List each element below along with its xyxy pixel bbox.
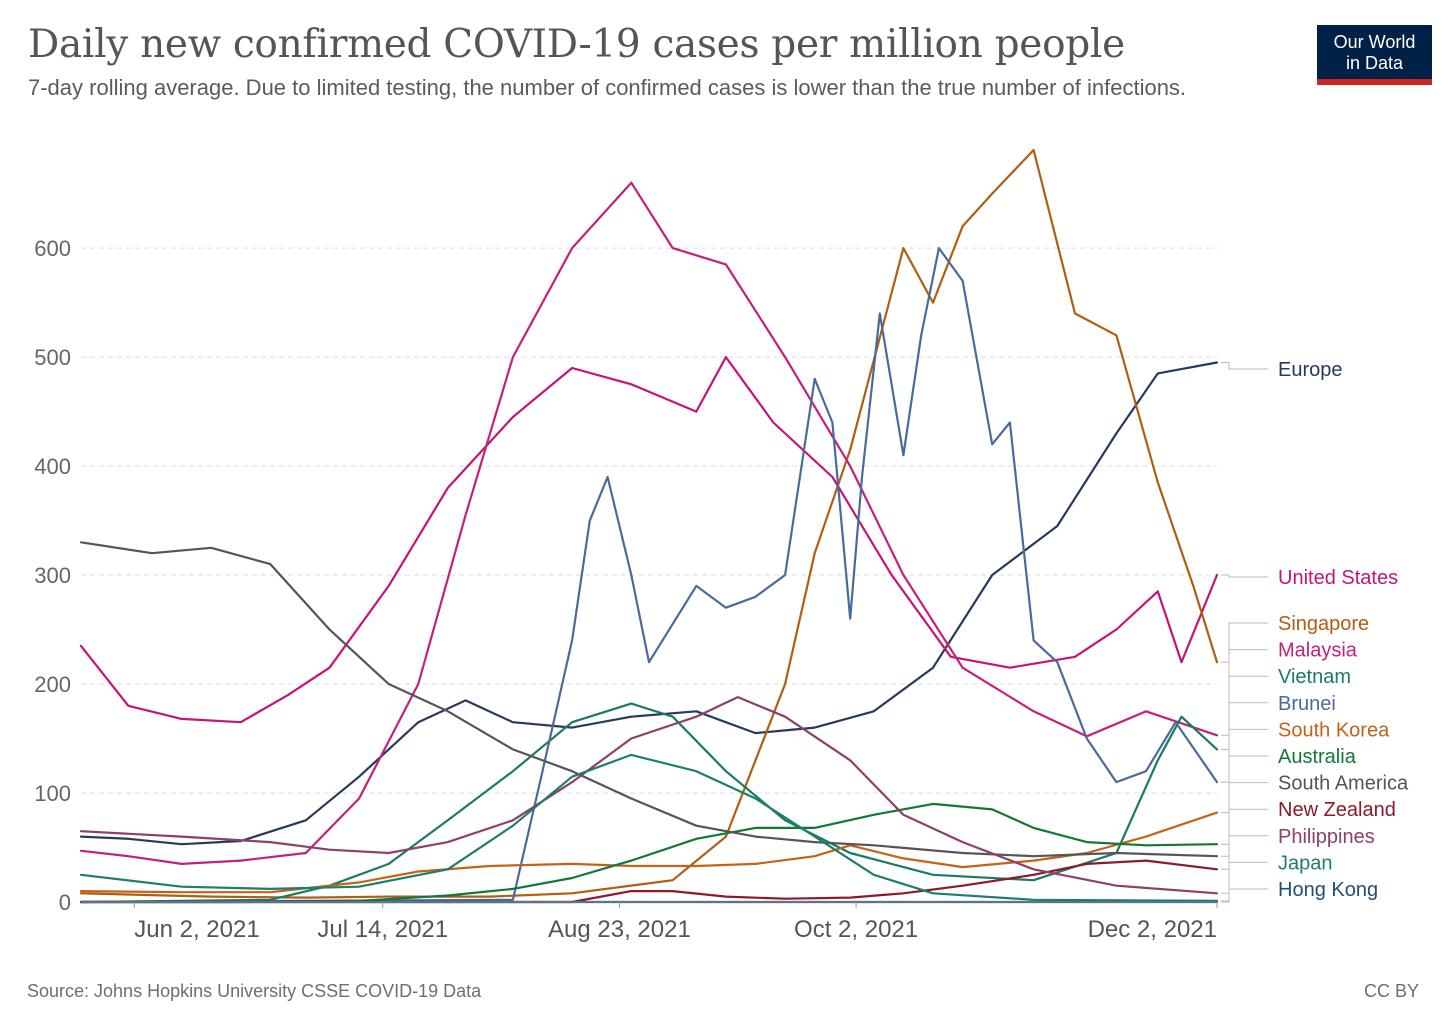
label-connector — [1221, 622, 1268, 663]
series-line-brunei[interactable] — [79, 247, 1219, 904]
label-connector — [1221, 755, 1268, 845]
label-connector — [1221, 362, 1268, 370]
chart-subtitle: 7-day rolling average. Due to limited te… — [28, 75, 1187, 100]
y-tick-label: 300 — [34, 563, 71, 588]
series-line-philippines[interactable] — [79, 695, 1219, 895]
series-line-japan[interactable] — [79, 753, 1219, 903]
label-connector — [1221, 782, 1268, 857]
series-line-europe[interactable] — [79, 361, 1219, 846]
label-connector — [1221, 702, 1268, 783]
series-lines — [79, 148, 1219, 904]
label-connector — [1221, 574, 1268, 578]
series-label-australia[interactable]: Australia — [1278, 746, 1357, 768]
series-label-vietnam[interactable]: Vietnam — [1278, 666, 1351, 688]
series-label-singapore[interactable]: Singapore — [1278, 613, 1369, 635]
x-tick-label: Dec 2, 2021 — [1088, 916, 1217, 943]
y-tick-label: 0 — [59, 890, 71, 915]
x-tick-label: Jul 14, 2021 — [317, 916, 448, 943]
series-line-south-korea[interactable] — [79, 811, 1219, 894]
owid-logo[interactable]: Our World in Data — [1317, 25, 1432, 85]
axes: 0 100 200 300 400 500 600 Jun 2, 2021 Jul 14, 20… — [34, 236, 1218, 943]
y-tick-label: 600 — [34, 236, 71, 261]
grid-lines — [81, 247, 1217, 794]
label-connector — [1221, 861, 1268, 902]
series-label-south-america[interactable]: South America — [1278, 773, 1409, 795]
label-connector — [1221, 675, 1268, 750]
source-note[interactable]: Source: Johns Hopkins University CSSE CO… — [27, 981, 482, 1001]
series-labels: Europe United States Singapore Malaysia Viet… — [1221, 359, 1409, 903]
series-label-europe[interactable]: Europe — [1278, 359, 1343, 381]
x-tick-label: Oct 2, 2021 — [794, 916, 918, 943]
series-line-australia[interactable] — [79, 802, 1219, 904]
logo-line-2: in Data — [1345, 53, 1404, 73]
y-tick-label: 500 — [34, 345, 71, 370]
series-line-united-states[interactable] — [79, 356, 1219, 724]
y-tick-label: 400 — [34, 454, 71, 479]
series-label-hong-kong[interactable]: Hong Kong — [1278, 879, 1378, 901]
series-label-united-states[interactable]: United States — [1278, 567, 1398, 589]
y-tick-label: 200 — [34, 672, 71, 697]
x-tick-label: Aug 23, 2021 — [548, 916, 691, 943]
x-tick-label: Jun 2, 2021 — [134, 916, 259, 943]
series-line-singapore[interactable] — [79, 148, 1219, 899]
series-line-malaysia[interactable] — [79, 181, 1219, 866]
series-label-brunei[interactable]: Brunei — [1278, 693, 1336, 715]
chart-title: Daily new confirmed COVID-19 cases per m… — [28, 22, 1125, 67]
series-label-malaysia[interactable]: Malaysia — [1278, 640, 1358, 662]
y-tick-label: 100 — [34, 781, 71, 806]
label-connector — [1221, 728, 1268, 814]
series-label-south-korea[interactable]: South Korea — [1278, 719, 1390, 741]
series-label-japan[interactable]: Japan — [1278, 852, 1333, 874]
series-line-south-america[interactable] — [79, 541, 1219, 858]
label-connector — [1221, 808, 1268, 870]
series-label-philippines[interactable]: Philippines — [1278, 826, 1375, 848]
series-label-new-zealand[interactable]: New Zealand — [1278, 799, 1396, 821]
license-link[interactable]: CC BY — [1364, 981, 1420, 1001]
logo-line-1: Our World — [1333, 32, 1416, 52]
series-line-new-zealand[interactable] — [79, 859, 1219, 904]
label-connector — [1221, 888, 1268, 903]
